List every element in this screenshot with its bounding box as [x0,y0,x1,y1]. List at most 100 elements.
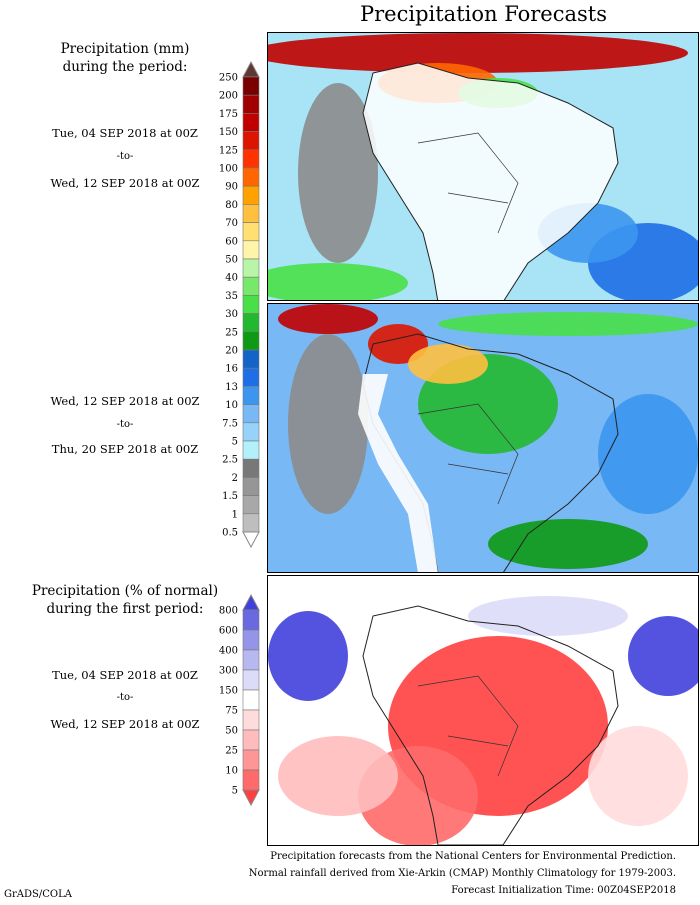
colorbar-tick-label: 1.5 [222,491,238,502]
p1-from: Tue, 04 SEP 2018 at 00Z [52,126,198,140]
p1-end: Wed, 12 SEP 2018 at 00Z [50,176,200,190]
colorbar-tick-label: 250 [219,73,238,84]
colorbar-tick-label: 300 [219,666,238,677]
heading-line: Precipitation (mm) [60,41,190,57]
panel3-heading: Precipitation (% of normal) during the fi… [10,582,240,618]
p1-to: -to- [116,151,134,162]
colorbar-tick-label: 150 [219,686,238,697]
colorbar-tick-label: 16 [225,364,238,375]
heading-line: during the first period: [46,601,204,617]
p2-from: Wed, 12 SEP 2018 at 00Z [50,394,200,408]
colorbar-top-arrow [242,60,260,78]
colorbar-tick-label: 1 [232,509,238,520]
precip-area [268,263,408,300]
colorbar-tick-label: 150 [219,127,238,138]
colorbar-tick-label: 20 [225,346,238,357]
colorbar-segment [242,495,260,515]
precip-area [588,726,688,826]
colorbar-tick-label: 800 [219,606,238,617]
colorbar-segment [242,729,260,751]
colorbar-tick-label: 5 [232,786,238,797]
colorbar-tick-label: 35 [225,291,238,302]
colorbar-segment [242,113,260,132]
colorbar-segment [242,386,260,405]
colorbar-tick-label: 100 [219,164,238,175]
heading-line: Precipitation (% of normal) [31,583,219,599]
colorbar-segment [242,185,260,205]
colorbar-segment [242,295,260,314]
colorbar-segment [242,276,260,296]
colorbar-tick-label: 30 [225,309,238,320]
colorbar-tick-label: 175 [219,109,238,120]
colorbar-tick-label: 600 [219,626,238,637]
footer-line: Normal rainfall derived from Xie-Arkin (… [248,868,676,879]
colorbar-tick-label: 125 [219,145,238,156]
colorbar-tick-label: 90 [225,182,238,193]
heading-line: during the period: [62,59,188,75]
colorbar-tick-label: 40 [225,273,238,284]
coastline [362,62,619,300]
colorbar-tick-label: 2.5 [222,455,238,466]
precip-area [278,736,398,816]
page-title: Precipitation Forecasts [360,2,607,26]
colorbar-segment [242,749,260,771]
country-borders [417,403,519,505]
land-area [363,63,618,300]
colorbar-segment [242,167,260,187]
colorbar-tick-label: 0.5 [222,528,238,539]
colorbar-segment [242,131,260,151]
precip-area [368,324,428,364]
colorbar-segment [242,94,260,114]
colorbar-segment [242,440,260,460]
p2-end: Thu, 20 SEP 2018 at 00Z [51,442,199,456]
colorbar-segment [242,477,260,496]
precip-area [268,33,688,73]
colorbar-bottom-arrow [242,789,260,807]
precip-area [488,519,648,569]
p3-to: -to- [116,692,134,703]
colorbar-tick-label: 25 [225,746,238,757]
colorbar-segment [242,149,260,169]
footer-line: Precipitation forecasts from the Nationa… [270,851,676,862]
p2-to: -to- [116,419,134,430]
p3-end: Wed, 12 SEP 2018 at 00Z [50,717,200,731]
colorbar-segment [242,609,260,631]
country-borders [417,675,519,777]
footer-line: Forecast Initialization Time: 00Z04SEP20… [451,885,676,896]
colorbar-tick-label: 5 [232,437,238,448]
precip-area [278,304,378,334]
colorbar-legends: 2502001751501251009080706050403530252016… [219,60,260,807]
colorbar-tick-label: 2 [232,473,238,484]
colorbar-segment [242,76,260,96]
colorbar-segment [242,422,260,442]
grads-credit: GrADS/COLA [4,889,72,900]
precip-area [598,394,698,514]
precip-area [468,596,628,636]
colorbar-segment [242,331,260,351]
precip-area [438,312,698,336]
colorbar-segment [242,769,260,791]
colorbar-segment [242,349,260,369]
footer-notes: Precipitation forecasts from the Nationa… [249,848,676,899]
colorbar-segment [242,649,260,671]
colorbar-segment [242,404,260,424]
colorbar-tick-label: 13 [225,382,238,393]
colorbar-tick-label: 50 [225,255,238,266]
p3-from: Tue, 04 SEP 2018 at 00Z [52,668,198,682]
colorbar-segment [242,458,260,478]
country-borders [417,132,519,234]
colorbar-tick-label: 200 [219,91,238,102]
map-panel-1 [267,32,699,301]
colorbar-tick-label: 75 [225,706,238,717]
map-panel-2 [267,303,699,573]
panel1-heading: Precipitation (mm) during the period: [10,40,240,76]
colorbar-segment [242,629,260,651]
colorbar-segment [242,709,260,731]
colorbar-tick-label: 50 [225,726,238,737]
colorbar-segment [242,313,260,333]
colorbar-segment [242,689,260,711]
colorbar-tick-label: 400 [219,646,238,657]
colorbar-tick-label: 60 [225,236,238,247]
precip-area [268,611,348,701]
colorbar-segment [242,258,260,278]
